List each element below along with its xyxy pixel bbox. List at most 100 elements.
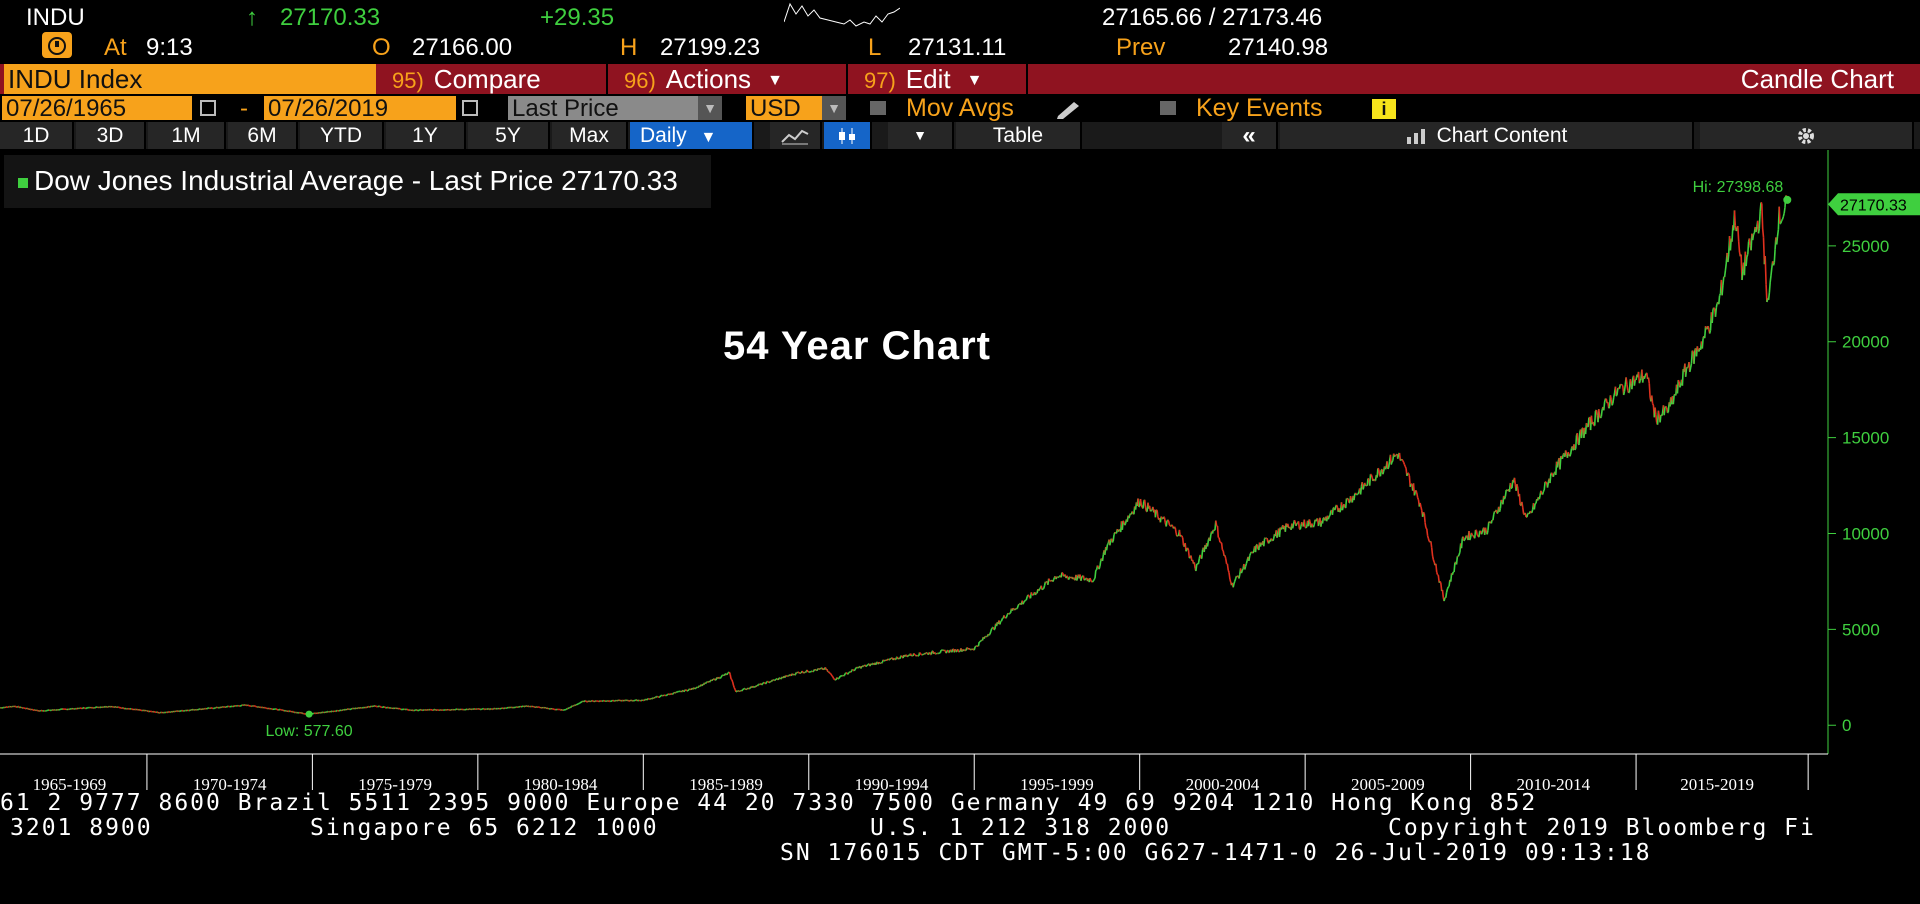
series-segment — [833, 678, 836, 681]
series-segment — [1518, 493, 1521, 505]
timeframe-1y[interactable]: 1Y — [386, 122, 466, 149]
series-segment — [829, 672, 831, 675]
series-segment — [1370, 474, 1373, 478]
series-segment — [1529, 510, 1532, 513]
series-segment — [577, 702, 580, 705]
series-segment — [993, 628, 996, 631]
timeframe-6m[interactable]: 6M — [228, 122, 298, 149]
series-segment — [354, 707, 357, 710]
series-segment — [680, 690, 683, 693]
series-segment — [1304, 526, 1307, 529]
series-segment — [1435, 571, 1439, 575]
series-segment — [1569, 453, 1572, 457]
series-segment — [1003, 615, 1006, 618]
footer-us: U.S. 1 212 318 2000 — [870, 815, 1172, 841]
series-segment — [756, 684, 759, 687]
series-segment — [963, 648, 966, 651]
chevron-down-icon[interactable]: ▼ — [822, 96, 846, 120]
series-segment — [14, 705, 17, 708]
pencil-icon[interactable] — [1054, 98, 1084, 120]
series-segment — [1464, 537, 1467, 541]
chevron-down-icon: ▼ — [966, 72, 983, 90]
timeframe-ytd[interactable]: YTD — [300, 122, 384, 149]
timeframe-1m[interactable]: 1M — [148, 122, 226, 149]
series-segment — [1718, 293, 1722, 296]
series-segment — [1781, 218, 1784, 221]
end-date-input[interactable]: 07/26/2019 — [264, 96, 456, 121]
series-segment — [1615, 394, 1618, 397]
calendar-icon[interactable] — [200, 100, 216, 116]
series-segment — [1200, 549, 1204, 559]
series-segment — [1228, 572, 1231, 580]
y-tick-label: 20000 — [1842, 333, 1889, 352]
key-events-label[interactable]: Key Events — [1196, 94, 1323, 122]
series-segment — [1377, 467, 1380, 470]
compare-button[interactable]: 95) Compare — [378, 64, 608, 94]
series-segment — [1693, 350, 1696, 364]
series-segment — [1017, 603, 1020, 607]
timeframe-3d[interactable]: 3D — [76, 122, 146, 149]
series-segment — [742, 688, 744, 691]
series-segment — [1447, 585, 1450, 588]
period-select[interactable]: Daily ▼ — [630, 122, 754, 149]
series-segment — [1684, 368, 1688, 377]
gear-icon[interactable] — [1700, 122, 1914, 149]
chart-content-button[interactable]: Chart Content — [1280, 122, 1694, 149]
security-field[interactable]: INDU Index — [4, 64, 376, 94]
series-segment — [388, 706, 390, 709]
series-segment — [723, 673, 726, 676]
line-chart-icon[interactable] — [770, 122, 822, 149]
series-segment — [881, 661, 883, 664]
series-segment — [240, 704, 243, 707]
series-segment — [1503, 496, 1507, 500]
timeframe-1d[interactable]: 1D — [0, 122, 74, 149]
start-date-input[interactable]: 07/26/1965 — [2, 96, 192, 121]
series-segment — [720, 675, 723, 678]
series-segment — [1096, 565, 1100, 568]
info-icon[interactable]: i — [1372, 99, 1396, 119]
series-segment — [1219, 541, 1222, 544]
series-segment — [1531, 509, 1534, 514]
series-segment — [619, 699, 622, 702]
series-segment — [1663, 407, 1666, 416]
series-segment — [615, 699, 618, 702]
series-segment — [769, 680, 772, 683]
x-tick-label: 2005-2009 — [1351, 775, 1425, 790]
series-segment — [1419, 502, 1422, 508]
table-button[interactable]: Table — [956, 122, 1082, 149]
series-segment — [612, 699, 615, 702]
series-segment — [1723, 270, 1727, 278]
series-segment — [526, 705, 529, 708]
series-segment — [799, 672, 801, 675]
actions-button[interactable]: 96) Actions ▼ — [610, 64, 848, 94]
chevron-down-icon[interactable]: ▼ — [698, 96, 722, 120]
edit-button[interactable]: 97) Edit ▼ — [850, 64, 1028, 94]
series-segment — [1625, 377, 1628, 385]
field-select[interactable]: Last Price — [508, 96, 698, 121]
mov-avgs-label[interactable]: Mov Avgs — [906, 94, 1014, 122]
calendar-icon[interactable] — [462, 100, 478, 116]
series-segment — [844, 672, 847, 675]
mov-avgs-checkbox[interactable] — [870, 101, 886, 115]
series-segment — [717, 676, 721, 679]
news-alert-icon[interactable] — [42, 32, 72, 58]
series-segment — [1254, 544, 1258, 553]
series-segment — [1245, 560, 1248, 564]
series-segment — [1094, 570, 1097, 579]
key-events-checkbox[interactable] — [1160, 101, 1176, 115]
series-segment — [383, 705, 385, 708]
collapse-icon[interactable]: « — [1222, 122, 1278, 149]
currency-select[interactable]: USD — [746, 96, 822, 121]
chevron-down-icon[interactable]: ▼ — [888, 122, 954, 149]
series-segment — [1106, 543, 1109, 546]
timeframe-5y[interactable]: 5Y — [468, 122, 550, 149]
series-segment — [1244, 566, 1247, 570]
timeframe-max[interactable]: Max — [552, 122, 628, 149]
series-segment — [456, 708, 459, 711]
series-segment — [1356, 493, 1359, 496]
series-segment — [518, 705, 521, 708]
price-chart[interactable]: 0 5000 10000 15000 20000 25000 1965-1969 1970-… — [0, 150, 1920, 790]
candle-chart-icon[interactable] — [824, 122, 872, 149]
series-segment — [811, 670, 814, 673]
series-segment — [216, 706, 219, 709]
